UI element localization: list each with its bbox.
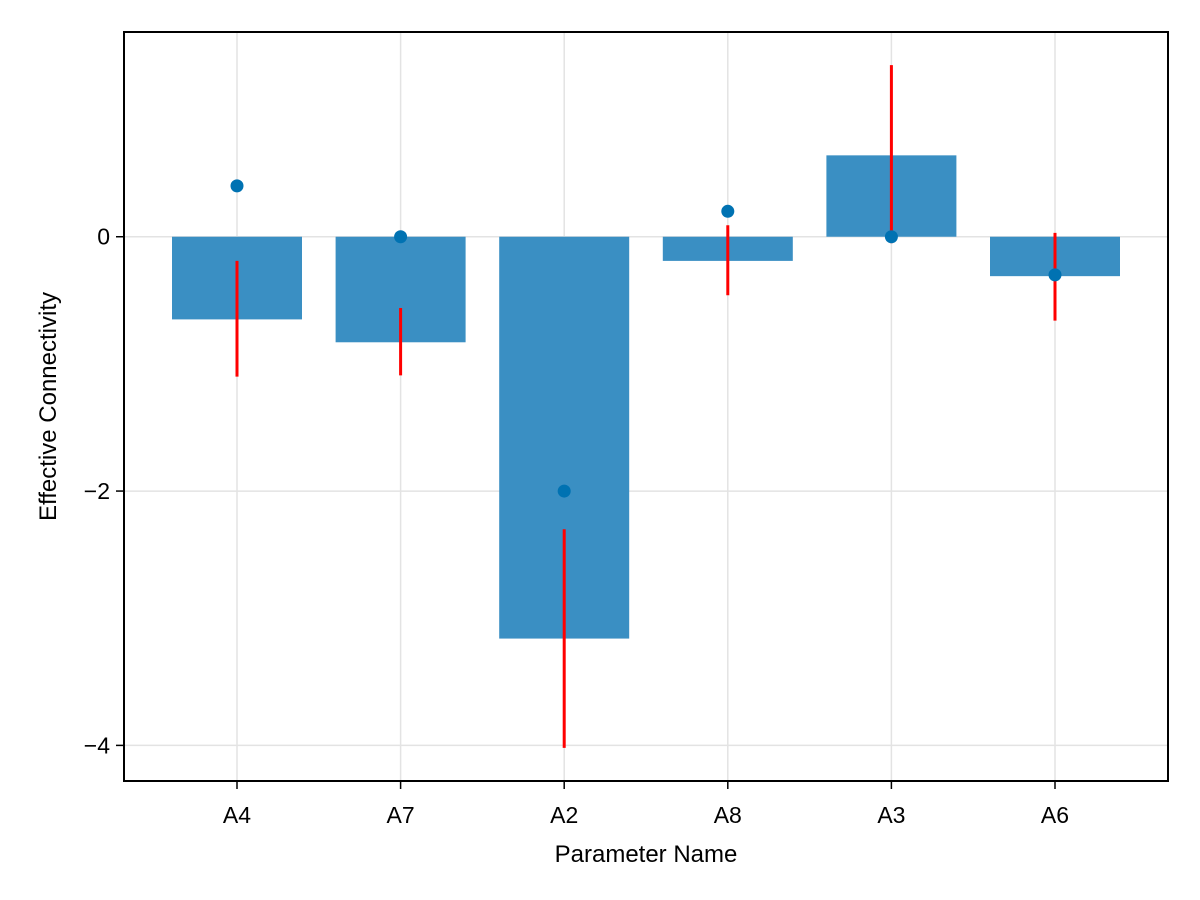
x-axis-title: Parameter Name: [555, 841, 738, 868]
point-a3: [884, 230, 898, 244]
y-axis-title: Effective Connectivity: [35, 292, 62, 521]
y-axis-ticks: 0 −2 −4: [84, 224, 124, 758]
plot-frame: [123, 31, 1169, 782]
x-tick-label: A6: [1041, 802, 1069, 828]
scatter-points: [230, 179, 1062, 498]
point-a8: [721, 204, 735, 218]
bars: [172, 155, 1120, 639]
x-tick-label: A7: [387, 802, 415, 828]
grid-lines: [124, 32, 1168, 781]
y-tick-label: 0: [97, 224, 110, 250]
point-a4: [230, 179, 244, 193]
y-tick-label: −4: [84, 732, 110, 758]
y-tick-label: −2: [84, 478, 110, 504]
x-tick-label: A4: [223, 802, 251, 828]
point-a7: [394, 230, 408, 244]
point-a6: [1048, 268, 1062, 282]
x-axis-ticks: A4 A7 A2 A8 A3 A6: [223, 781, 1069, 828]
x-tick-label: A2: [550, 802, 578, 828]
x-tick-label: A8: [714, 802, 742, 828]
point-a2: [557, 484, 571, 498]
x-tick-label: A3: [877, 802, 905, 828]
